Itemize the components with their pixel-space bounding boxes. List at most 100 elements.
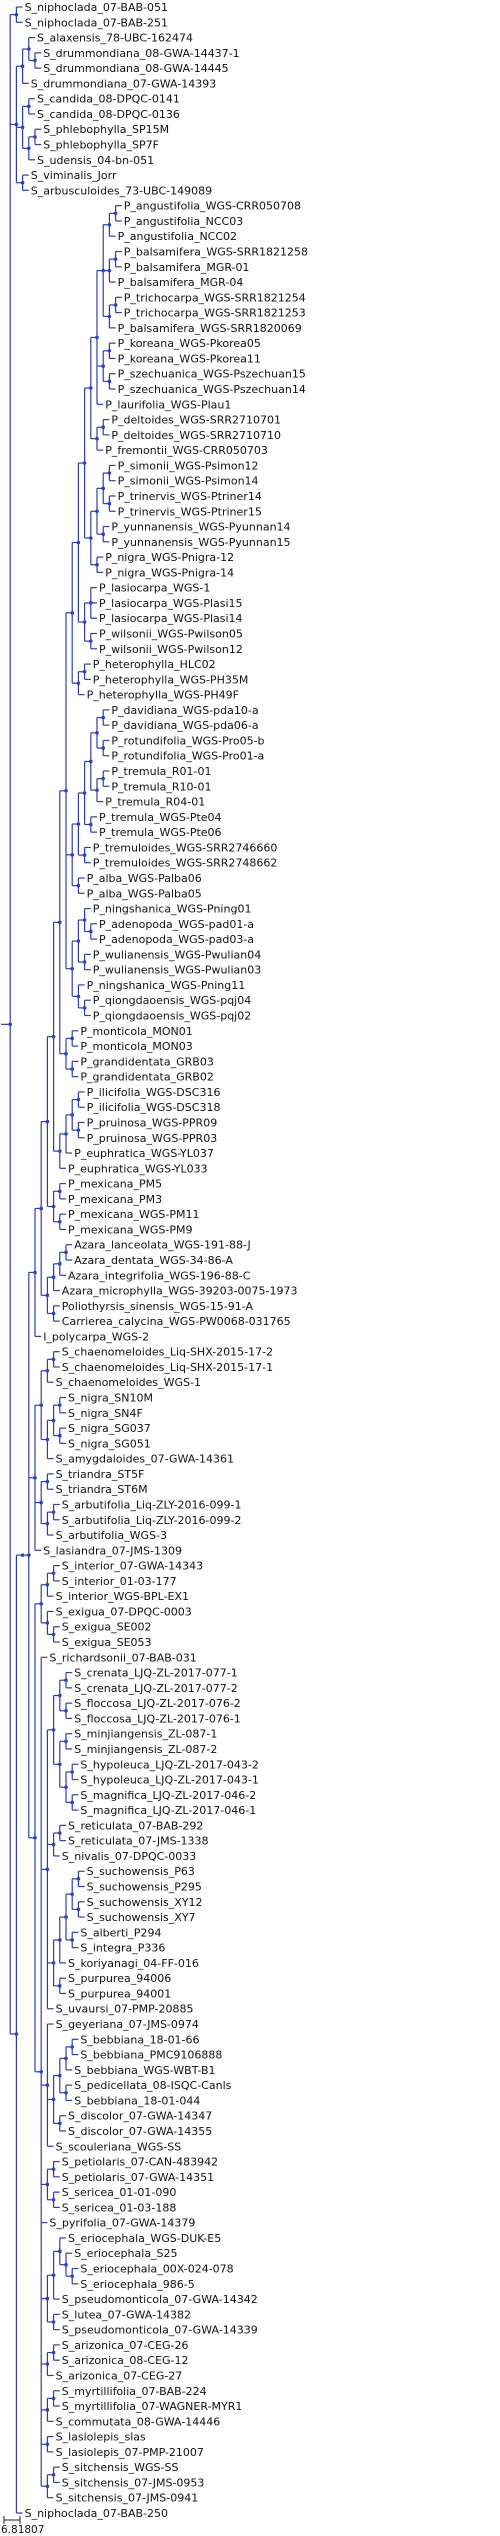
leaf-label-7: S_candida_08-DPQC-0136 xyxy=(37,108,180,121)
internal-node-41 xyxy=(95,731,99,735)
internal-node-118 xyxy=(64,2056,68,2061)
leaf-label-147: S_eriocephala_S25 xyxy=(74,2247,177,2260)
leaf-label-100: S_arbutifolia_WGS-3 xyxy=(56,1529,167,1542)
leaf-label-22: P_koreana_WGS-Pkorea05 xyxy=(118,337,261,350)
leaf-label-48: P_rotundifolia_WGS-Pro05-b xyxy=(111,734,264,747)
internal-node-9 xyxy=(14,122,19,127)
leaf-label-92: S_nigra_SN4F xyxy=(68,1407,143,1420)
leaf-label-77: P_mexicana_PM5 xyxy=(68,1178,162,1191)
leaf-label-107: S_exigua_SE053 xyxy=(62,1636,152,1649)
internal-node-14 xyxy=(113,303,118,307)
internal-node-23 xyxy=(89,386,93,390)
leaf-label-9: S_phlebophylla_SP7F xyxy=(43,139,159,152)
leaf-label-33: P_trinervis_WGS-Ptriner15 xyxy=(118,505,262,518)
leaf-label-104: S_interior_WGS-BPL-EX1 xyxy=(56,1590,189,1603)
leaf-label-28: P_deltoides_WGS-SRR2710710 xyxy=(111,429,281,442)
leaf-label-39: P_lasiocarpa_WGS-Plasi15 xyxy=(99,597,243,610)
leaf-label-162: S_sitchensis_07-JMS-0953 xyxy=(62,2476,205,2489)
internal-node-69 xyxy=(58,1189,62,1194)
leaf-label-84: Azara_microphylla_WGS-39203-0075-1973 xyxy=(62,1285,298,1298)
internal-node-34 xyxy=(82,620,87,624)
internal-node-61 xyxy=(64,1051,68,1056)
internal-node-74 xyxy=(58,1262,62,1266)
leaf-label-105: S_exigua_07-DPQC-0003 xyxy=(56,1605,192,1618)
leaf-label-25: P_szechuanica_WGS-Pszechuan14 xyxy=(118,383,306,396)
leaf-label-43: P_heterophylla_HLC02 xyxy=(93,658,216,671)
leaf-label-44: P_heterophylla_WGS-PH35M xyxy=(93,673,249,686)
leaf-label-125: S_suchowensis_XY7 xyxy=(87,1911,196,1924)
internal-node-40 xyxy=(101,746,105,750)
leaf-label-46: P_davidiana_WGS-pda10-a xyxy=(111,704,258,717)
leaf-label-88: S_chaenomeloides_Liq-SHX-2015-17-2 xyxy=(62,1346,273,1359)
leaf-label-73: P_pruinosa_WGS-PPR09 xyxy=(87,1116,218,1129)
internal-node-39 xyxy=(101,715,105,720)
internal-node-124 xyxy=(51,2167,56,2171)
leaf-label-40: P_lasiocarpa_WGS-Plasi14 xyxy=(99,612,243,625)
leaf-label-32: P_trinervis_WGS-Ptriner14 xyxy=(118,490,262,503)
leaf-label-20: P_trichocarpa_WGS-SRR1821253 xyxy=(124,307,306,320)
leaf-label-63: P_wulianensis_WGS-Pwulian03 xyxy=(93,964,261,977)
internal-node-27 xyxy=(101,532,105,536)
leaf-label-130: S_purpurea_94001 xyxy=(68,1987,171,2000)
internal-node-98 xyxy=(64,1708,68,1713)
leaf-label-154: S_arizonica_08-CEG-12 xyxy=(62,2354,189,2367)
leaf-label-57: P_alba_WGS-Palba06 xyxy=(87,872,202,885)
internal-node-67 xyxy=(58,1149,62,1153)
leaf-label-59: P_ningshanica_WGS-Pning01 xyxy=(93,903,252,916)
internal-node-46 xyxy=(82,791,87,795)
internal-node-24 xyxy=(107,471,112,475)
internal-node-18 xyxy=(107,379,112,384)
leaf-label-62: P_wulianensis_WGS-Pwulian04 xyxy=(93,948,261,961)
internal-node-0 xyxy=(14,12,19,17)
leaf-label-41: P_wilsonii_WGS-Pwilson05 xyxy=(99,628,243,641)
leaf-label-155: S_arizonica_07-CEG-27 xyxy=(56,2369,183,2382)
leaf-label-80: P_mexicana_WGS-PM9 xyxy=(68,1223,192,1236)
leaf-label-81: Azara_lanceolata_WGS-191-88-J xyxy=(74,1239,251,1252)
leaf-label-89: S_chaenomeloides_Liq-SHX-2015-17-1 xyxy=(62,1361,273,1374)
internal-node-82 xyxy=(58,1403,62,1407)
internal-node-144 xyxy=(14,2032,19,2036)
leaf-label-93: S_nigra_SG037 xyxy=(68,1422,151,1435)
leaf-label-119: S_reticulata_07-BAB-292 xyxy=(68,1819,203,1832)
internal-node-122 xyxy=(51,2097,56,2102)
internal-node-142 xyxy=(27,1553,31,1557)
internal-node-28 xyxy=(95,509,99,514)
leaf-label-38: P_lasiocarpa_WGS-1 xyxy=(99,582,210,595)
leaf-label-24: P_szechuanica_WGS-Pszechuan15 xyxy=(118,368,306,381)
leaf-label-49: P_rotundifolia_WGS-Pro01-a xyxy=(111,750,264,763)
internal-node-104 xyxy=(58,1762,62,1767)
leaf-label-139: S_discolor_07-GWA-14355 xyxy=(68,2125,212,2138)
leaf-label-95: S_amygdaloides_07-GWA-14361 xyxy=(56,1453,234,1466)
leaf-label-146: S_eriocephala_WGS-DUK-E5 xyxy=(68,2232,221,2245)
leaf-label-8: S_phlebophylla_SP15M xyxy=(43,123,169,136)
leaf-label-110: S_crenata_LJQ-ZL-2017-077-2 xyxy=(74,1682,238,1695)
internal-node-128 xyxy=(64,2262,68,2267)
internal-node-110 xyxy=(70,1892,74,1896)
leaf-label-15: P_angustifolia_NCC02 xyxy=(118,230,237,243)
leaf-label-112: S_floccosa_LJQ-ZL-2017-076-1 xyxy=(74,1712,241,1725)
scale-bar-label: 6.81807 xyxy=(1,2524,44,2536)
internal-node-135 xyxy=(51,2396,56,2401)
leaf-label-26: P_laurifolia_WGS-Plau1 xyxy=(105,398,231,411)
internal-node-78 xyxy=(39,1206,43,1211)
internal-node-80 xyxy=(51,1357,56,1362)
internal-node-96 xyxy=(39,1602,43,1606)
internal-node-56 xyxy=(76,994,81,999)
internal-node-68 xyxy=(51,1034,56,1039)
internal-node-26 xyxy=(101,486,105,491)
internal-node-138 xyxy=(51,2472,56,2477)
leaf-label-142: S_petiolaris_07-GWA-14351 xyxy=(62,2171,214,2184)
internal-node-21 xyxy=(101,425,105,430)
internal-node-133 xyxy=(51,2350,56,2355)
internal-node-90 xyxy=(39,1500,43,1505)
internal-node-75 xyxy=(51,1275,56,1279)
internal-node-62 xyxy=(58,920,62,925)
leaf-label-29: P_fremontii_WGS-CRR050703 xyxy=(105,444,268,457)
leaf-label-55: P_tremuloides_WGS-SRR2746660 xyxy=(93,841,278,854)
internal-node-42 xyxy=(101,776,105,781)
internal-node-51 xyxy=(89,929,93,934)
internal-node-45 xyxy=(89,822,93,827)
internal-node-127 xyxy=(70,2274,74,2278)
leaf-label-141: S_petiolaris_07-CAN-483942 xyxy=(62,2156,218,2169)
leaf-label-91: S_nigra_SN10M xyxy=(68,1392,153,1405)
